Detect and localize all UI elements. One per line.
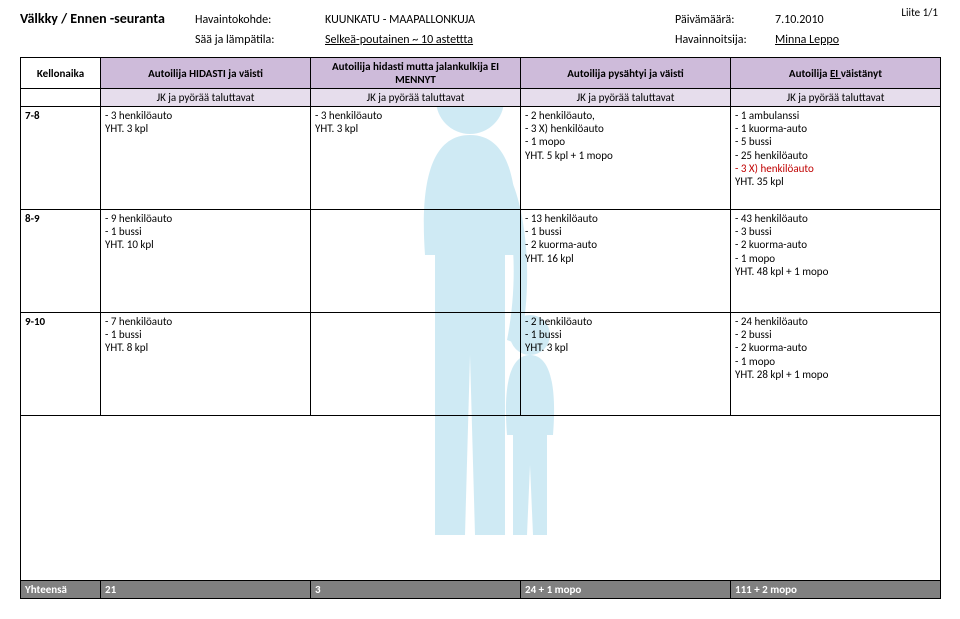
paiva-label: Päivämäärä:: [675, 13, 775, 27]
th-c1: Autoilija HIDASTI ja väisti: [101, 58, 311, 89]
th-c4: Autoilija EI väistänyt: [731, 58, 941, 89]
data-cell: - 7 henkilöauto - 1 bussi YHT. 8 kpl: [101, 313, 311, 416]
data-cell: - 43 henkilöauto- 3 bussi- 2 kuorma-auto…: [731, 210, 941, 313]
data-cell: - 9 henkilöauto - 1 bussi YHT. 10 kpl: [101, 210, 311, 313]
hav-value: Minna Leppo: [775, 33, 839, 47]
doc-title: Välkky / Ennen -seuranta: [20, 10, 195, 27]
sub-c3: JK ja pyörää taluttavat: [521, 89, 731, 107]
data-cell: - 1 ambulanssi- 1 kuorma-auto- 5 bussi- …: [731, 107, 941, 210]
footer-c3: 24 + 1 mopo: [521, 581, 731, 599]
footer-label: Yhteensä: [21, 581, 101, 599]
time-cell: 8-9: [21, 210, 101, 313]
time-cell: 7-8: [21, 107, 101, 210]
data-cell: - 3 henkilöauto YHT. 3 kpl: [101, 107, 311, 210]
data-cell: [311, 210, 521, 313]
kohde-label: Havaintokohde:: [195, 13, 325, 27]
footer-c2: 3: [311, 581, 521, 599]
th-c3: Autoilija pysähtyi ja väisti: [521, 58, 731, 89]
th-c2: Autoilija hidasti mutta jalankulkija EI …: [311, 58, 521, 89]
sub-c2: JK ja pyörää taluttavat: [311, 89, 521, 107]
data-cell: - 3 henkilöauto YHT. 3 kpl: [311, 107, 521, 210]
page-annex: Liite 1/1: [901, 6, 938, 19]
data-cell: - 2 henkilöauto,- 3 X) henkilöauto- 1 mo…: [521, 107, 731, 210]
saa-value: Selkeä-poutainen ~ 10 astettta: [325, 33, 675, 47]
time-cell: 9-10: [21, 313, 101, 416]
th-kellonaika: Kellonaika: [21, 58, 101, 89]
sub-c4: JK ja pyörää taluttavat: [731, 89, 941, 107]
data-cell: [311, 313, 521, 416]
saa-label: Sää ja lämpätila:: [195, 33, 325, 47]
footer-c1: 21: [101, 581, 311, 599]
data-cell: - 2 henkilöauto- 1 bussiYHT. 3 kpl: [521, 313, 731, 416]
data-cell: - 13 henkilöauto- 1 bussi- 2 kuorma-auto…: [521, 210, 731, 313]
observation-table: Kellonaika Autoilija HIDASTI ja väisti A…: [20, 57, 941, 599]
hav-label: Havainnoitsija:: [675, 33, 775, 47]
footer-c4: 111 + 2 mopo: [731, 581, 941, 599]
table-row: 7-8 - 3 henkilöauto YHT. 3 kpl - 3 henki…: [21, 107, 941, 210]
table-row: 9-10 - 7 henkilöauto - 1 bussi YHT. 8 kp…: [21, 313, 941, 416]
kohde-value: KUUNKATU - MAAPALLONKUJA: [325, 13, 675, 27]
paiva-value: 7.10.2010: [775, 13, 824, 27]
table-row: 8-9 - 9 henkilöauto - 1 bussi YHT. 10 kp…: [21, 210, 941, 313]
sub-c1: JK ja pyörää taluttavat: [101, 89, 311, 107]
data-cell: - 24 henkilöauto- 2 bussi- 2 kuorma-auto…: [731, 313, 941, 416]
